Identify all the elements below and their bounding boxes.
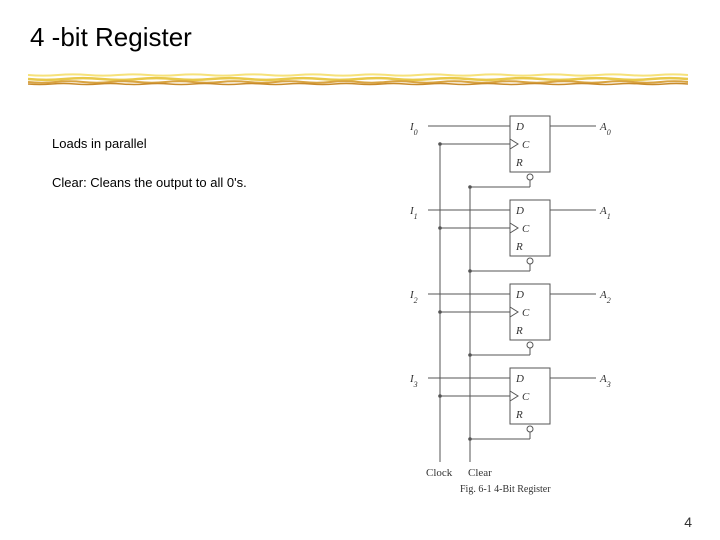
page-title: 4 -bit Register <box>30 22 192 53</box>
svg-text:C: C <box>522 391 530 403</box>
svg-text:D: D <box>515 205 524 217</box>
svg-text:A1: A1 <box>599 205 611 221</box>
svg-text:D: D <box>515 289 524 301</box>
register-diagram: DCRI0A0DCRI1A1DCRI2A2DCRI3A3ClockClearFi… <box>400 104 660 504</box>
svg-text:C: C <box>522 223 530 235</box>
svg-text:R: R <box>515 409 523 421</box>
svg-text:R: R <box>515 325 523 337</box>
svg-text:Fig. 6-1 4-Bit Register: Fig. 6-1 4-Bit Register <box>460 484 551 495</box>
bullet-item: Clear: Cleans the output to all 0's. <box>52 175 247 192</box>
svg-text:D: D <box>515 373 524 385</box>
svg-text:I2: I2 <box>409 289 418 305</box>
bullet-item: Loads in parallel <box>52 136 247 153</box>
svg-text:I0: I0 <box>409 121 418 137</box>
svg-text:Clock: Clock <box>426 467 453 479</box>
svg-text:A3: A3 <box>599 373 611 389</box>
bullet-list: Loads in parallel Clear: Cleans the outp… <box>52 136 247 214</box>
svg-text:R: R <box>515 157 523 169</box>
svg-text:A2: A2 <box>599 289 611 305</box>
svg-text:D: D <box>515 121 524 133</box>
svg-text:C: C <box>522 307 530 319</box>
svg-text:I3: I3 <box>409 373 418 389</box>
svg-text:Clear: Clear <box>468 467 492 479</box>
svg-text:I1: I1 <box>409 205 418 221</box>
svg-text:C: C <box>522 139 530 151</box>
title-underline <box>28 72 688 86</box>
svg-text:A0: A0 <box>599 121 611 137</box>
page-number: 4 <box>684 514 692 530</box>
svg-text:R: R <box>515 241 523 253</box>
